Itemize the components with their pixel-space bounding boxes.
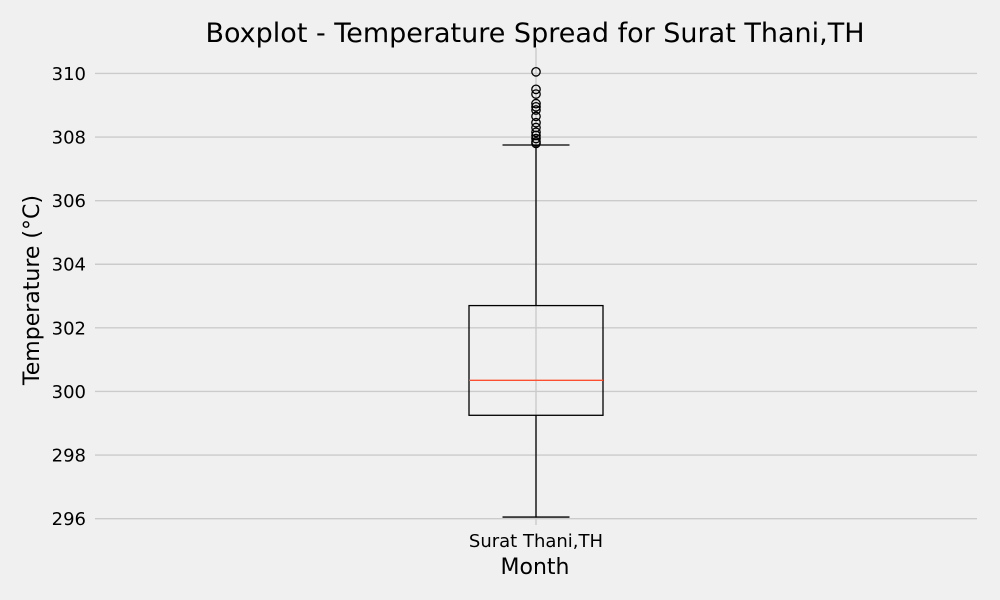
outlier-point-9 [531,101,541,112]
x-axis-label: Month [501,555,570,580]
y-tick-label-302: 302 [52,318,86,339]
boxes [468,67,604,518]
outlier-point-4 [531,127,541,138]
chart-title: Boxplot - Temperature Spread for Surat T… [205,18,864,49]
outlier-point-7 [531,111,541,122]
y-tick-label-306: 306 [52,191,86,212]
outlier-point-6 [531,117,541,128]
outlier-point-2 [531,133,541,144]
y-tick-label-296: 296 [52,509,86,530]
box-group [468,67,604,518]
outlier-point-5 [531,122,541,133]
y-tick-label-310: 310 [52,64,86,85]
y-tick-label-300: 300 [52,382,86,403]
outlier-point-12 [531,84,541,95]
x-tick-labels: Surat Thani,TH [469,531,603,552]
y-axis-label: Temperature (°C) [20,195,45,386]
y-tick-label-298: 298 [52,446,86,467]
y-tick-label-308: 308 [52,128,86,149]
outlier-point-1 [531,136,541,147]
outlier-point-8 [531,105,541,115]
outlier-point-13 [531,67,541,77]
x-tick-label: Surat Thani,TH [469,531,603,552]
y-tick-label-304: 304 [52,255,86,276]
outlier-point-11 [531,89,541,99]
y-tick-labels: 296 298 300 302 304 306 308 310 [52,64,86,530]
iqr-box [468,304,604,416]
outlier-point-10 [531,98,541,109]
